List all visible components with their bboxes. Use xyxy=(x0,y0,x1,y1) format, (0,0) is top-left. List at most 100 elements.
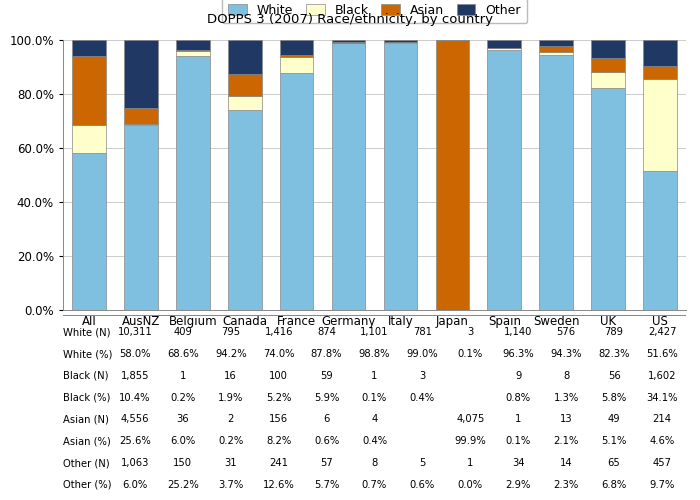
Text: 150: 150 xyxy=(174,458,192,468)
Text: 1: 1 xyxy=(515,414,522,424)
Text: 96.3%: 96.3% xyxy=(503,349,534,359)
Bar xyxy=(280,56,314,57)
Text: 0.1%: 0.1% xyxy=(505,436,531,446)
Text: 8: 8 xyxy=(372,458,377,468)
Text: 51.6%: 51.6% xyxy=(646,349,678,359)
Bar xyxy=(228,74,262,96)
Text: 65: 65 xyxy=(608,458,620,468)
Text: 409: 409 xyxy=(174,328,192,338)
Text: 0.2%: 0.2% xyxy=(170,392,195,402)
Bar xyxy=(539,46,573,52)
Bar xyxy=(592,40,625,58)
Text: 8: 8 xyxy=(563,371,569,381)
Text: 99.9%: 99.9% xyxy=(454,436,486,446)
Text: 0.1%: 0.1% xyxy=(458,349,483,359)
Text: 98.8%: 98.8% xyxy=(358,349,391,359)
Bar xyxy=(176,56,210,310)
Bar xyxy=(539,52,573,56)
Text: Asian (N): Asian (N) xyxy=(63,414,109,424)
Bar xyxy=(72,56,106,126)
Bar xyxy=(592,58,625,72)
Bar xyxy=(72,126,106,154)
Text: 1,063: 1,063 xyxy=(120,458,149,468)
Text: 31: 31 xyxy=(225,458,237,468)
Text: 58.0%: 58.0% xyxy=(119,349,150,359)
Bar xyxy=(384,42,417,310)
Text: 74.0%: 74.0% xyxy=(263,349,295,359)
Text: 0.8%: 0.8% xyxy=(505,392,531,402)
Text: 9: 9 xyxy=(515,371,522,381)
Text: 789: 789 xyxy=(605,328,624,338)
Bar xyxy=(487,48,522,50)
Bar xyxy=(592,88,625,310)
Text: 8.2%: 8.2% xyxy=(266,436,291,446)
Text: 5: 5 xyxy=(419,458,426,468)
Text: 5.1%: 5.1% xyxy=(601,436,626,446)
Bar xyxy=(643,78,677,170)
Bar xyxy=(539,56,573,310)
Text: 2.9%: 2.9% xyxy=(505,480,531,490)
Text: 25.6%: 25.6% xyxy=(119,436,150,446)
Text: 4,075: 4,075 xyxy=(456,414,484,424)
Text: 2.3%: 2.3% xyxy=(554,480,579,490)
Text: 5.2%: 5.2% xyxy=(266,392,291,402)
Bar xyxy=(176,50,210,56)
Text: 1,855: 1,855 xyxy=(120,371,149,381)
Text: 0.7%: 0.7% xyxy=(362,480,387,490)
Text: 10,311: 10,311 xyxy=(118,328,153,338)
Text: 1: 1 xyxy=(467,458,473,468)
Text: 241: 241 xyxy=(270,458,288,468)
Text: 5.9%: 5.9% xyxy=(314,392,340,402)
Bar xyxy=(487,50,522,310)
Bar xyxy=(643,40,677,66)
Text: 214: 214 xyxy=(652,414,671,424)
Text: 4,556: 4,556 xyxy=(120,414,149,424)
Text: 94.2%: 94.2% xyxy=(215,349,246,359)
Text: White (N): White (N) xyxy=(63,328,111,338)
Text: 6.0%: 6.0% xyxy=(170,436,195,446)
Bar xyxy=(280,40,314,56)
Text: 2: 2 xyxy=(228,414,234,424)
Bar xyxy=(124,108,158,124)
Bar xyxy=(228,110,262,310)
Text: 1: 1 xyxy=(371,371,378,381)
Text: 0.0%: 0.0% xyxy=(458,480,483,490)
Text: 156: 156 xyxy=(269,414,288,424)
Text: 4.6%: 4.6% xyxy=(650,436,675,446)
Bar xyxy=(176,40,210,50)
Text: 0.1%: 0.1% xyxy=(362,392,387,402)
Text: Black (N): Black (N) xyxy=(63,371,108,381)
Text: 0.4%: 0.4% xyxy=(410,392,435,402)
Bar xyxy=(539,40,573,46)
Text: DOPPS 3 (2007) Race/ethnicity, by country: DOPPS 3 (2007) Race/ethnicity, by countr… xyxy=(207,12,493,26)
Text: 3: 3 xyxy=(419,371,426,381)
Text: Other (N): Other (N) xyxy=(63,458,110,468)
Bar xyxy=(124,40,158,108)
Text: 5.8%: 5.8% xyxy=(601,392,626,402)
Bar xyxy=(643,66,677,78)
Text: 100: 100 xyxy=(270,371,288,381)
Text: 10.4%: 10.4% xyxy=(119,392,150,402)
Text: 1,602: 1,602 xyxy=(648,371,676,381)
Bar xyxy=(124,124,158,125)
Text: 36: 36 xyxy=(176,414,189,424)
Bar xyxy=(72,154,106,310)
Text: Black (%): Black (%) xyxy=(63,392,111,402)
Text: 99.0%: 99.0% xyxy=(407,349,438,359)
Text: 1,140: 1,140 xyxy=(504,328,533,338)
Bar xyxy=(72,40,106,56)
Text: 9.7%: 9.7% xyxy=(650,480,675,490)
Text: 2,427: 2,427 xyxy=(648,328,676,338)
Text: 13: 13 xyxy=(560,414,573,424)
Bar xyxy=(487,40,522,48)
Text: 1.9%: 1.9% xyxy=(218,392,244,402)
Text: 457: 457 xyxy=(652,458,671,468)
Text: White (%): White (%) xyxy=(63,349,113,359)
Text: 6.8%: 6.8% xyxy=(601,480,626,490)
Text: 2.1%: 2.1% xyxy=(554,436,579,446)
Text: 59: 59 xyxy=(320,371,333,381)
Text: 0.6%: 0.6% xyxy=(410,480,435,490)
Bar xyxy=(384,40,417,42)
Bar xyxy=(332,43,365,310)
Text: 34.1%: 34.1% xyxy=(646,392,678,402)
